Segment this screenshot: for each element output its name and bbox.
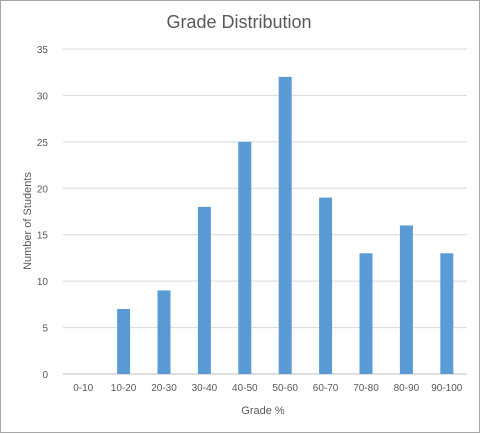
y-tick-label: 10 xyxy=(37,277,49,288)
gridlines xyxy=(63,48,467,375)
bar-80-90 xyxy=(399,225,413,374)
bar-20-30 xyxy=(157,290,171,374)
x-axis-title: Grade % xyxy=(241,405,285,417)
y-tick-label: 30 xyxy=(37,91,49,102)
y-tick-label: 0 xyxy=(42,370,48,381)
x-tick-label: 40-50 xyxy=(232,383,258,394)
bar-90-100 xyxy=(440,253,454,374)
bar-40-50 xyxy=(238,141,252,374)
x-tick-label: 60-70 xyxy=(313,383,339,394)
bar-10-20 xyxy=(117,309,131,374)
x-tick-label: 20-30 xyxy=(151,383,177,394)
bars xyxy=(117,76,454,374)
bar-70-80 xyxy=(359,253,373,374)
x-tick-label: 80-90 xyxy=(394,383,420,394)
x-tick-label: 0-10 xyxy=(73,383,93,394)
y-tick-label: 25 xyxy=(37,138,49,149)
bar-50-60 xyxy=(278,76,292,374)
chart-title: Grade Distribution xyxy=(166,12,311,32)
x-tick-label: 10-20 xyxy=(111,383,137,394)
y-tick-label: 35 xyxy=(37,45,49,56)
y-tick-label: 15 xyxy=(37,231,49,242)
y-axis-title: Number of Students xyxy=(22,172,34,270)
x-axis-ticks: 0-10 10-20 20-30 30-40 40-50 50-60 60-70 70-80 8… xyxy=(73,383,463,394)
y-tick-label: 20 xyxy=(37,184,49,195)
y-tick-label: 5 xyxy=(42,324,48,335)
x-tick-label: 90-100 xyxy=(431,383,463,394)
x-tick-label: 50-60 xyxy=(272,383,298,394)
bar-60-70 xyxy=(319,197,333,374)
y-axis-ticks: 0 5 10 15 20 25 30 35 xyxy=(37,45,49,381)
x-tick-label: 70-80 xyxy=(353,383,379,394)
bar-30-40 xyxy=(197,206,211,374)
x-tick-label: 30-40 xyxy=(192,383,218,394)
